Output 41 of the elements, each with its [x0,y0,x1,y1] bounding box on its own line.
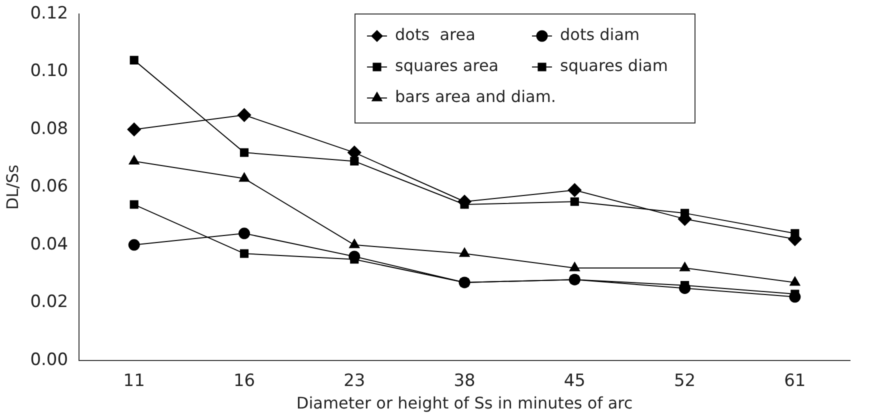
y-tick-label: 0.06 [30,176,68,197]
y-axis-title: DL/Ss [2,164,22,210]
y-tick-label: 0.02 [30,292,68,312]
point [238,108,252,122]
x-tick-label: 52 [674,371,696,392]
point [129,155,140,164]
point [240,249,249,258]
point [570,197,579,206]
point [789,291,801,303]
x-tick-label: 11 [123,371,145,392]
legend-label: dots area [395,25,476,44]
point [570,262,580,272]
x-tick-label: 61 [784,371,806,392]
point [568,183,582,197]
y-tick-label: 0.04 [30,234,68,254]
x-tick-label: 16 [233,371,256,392]
point [349,239,360,248]
point [238,228,250,240]
y-tick-label: 0.08 [30,118,68,139]
legend-label: bars area and diam. [395,87,556,106]
point [130,200,138,209]
y-tick-label: 0.10 [30,61,68,82]
point [240,148,249,157]
x-axis-title: Diameter or height of Ss in minutes of arc [296,394,633,413]
point [459,248,470,257]
point [790,276,800,286]
point [130,56,138,64]
x-tick-label: 23 [344,371,366,392]
legend-label: squares area [395,56,499,76]
y-tick-label: 0.12 [30,3,68,24]
x-tick-label: 45 [564,371,586,392]
point [350,156,359,166]
y-tick-label: 0.00 [30,350,68,370]
point [128,239,140,251]
legend-label: squares diam [560,56,668,76]
legend-label: dots diam [560,25,640,44]
point [458,194,472,208]
point [239,172,250,182]
point [680,262,690,272]
point [127,122,141,136]
x-tick-label: 38 [454,371,476,392]
